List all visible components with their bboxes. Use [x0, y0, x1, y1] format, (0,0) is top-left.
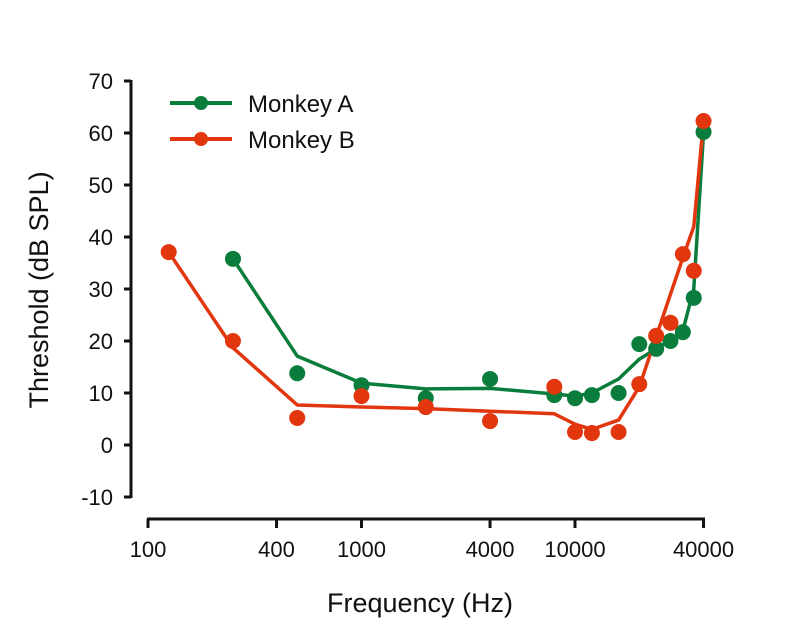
series-monkey-a — [231, 132, 706, 398]
data-point-monkey-b — [662, 314, 679, 331]
y-tick-label: 0 — [101, 433, 113, 458]
data-point-monkey-b — [695, 113, 712, 130]
points-monkey-a — [224, 123, 712, 407]
data-point-monkey-a — [662, 333, 679, 349]
y-tick-label: 50 — [89, 173, 113, 198]
data-point-monkey-a — [583, 387, 600, 404]
y-tick-label: -10 — [81, 485, 113, 510]
data-point-monkey-b — [631, 376, 648, 393]
data-point-monkey-b — [289, 409, 306, 426]
data-point-monkey-b — [160, 244, 177, 261]
legend-item-monkey-b: Monkey B — [170, 127, 355, 154]
legend-item-monkey-a: Monkey A — [170, 91, 353, 118]
data-point-monkey-b — [224, 333, 241, 349]
fit-line-monkey-a — [231, 132, 706, 398]
y-ticks: -10 0 10 20 30 40 50 60 70 — [81, 69, 131, 510]
data-point-monkey-a — [631, 336, 648, 353]
y-tick-label: 20 — [89, 329, 113, 354]
series-monkey-b — [167, 120, 706, 432]
x-tick-label: 1000 — [337, 537, 386, 562]
legend: Monkey A Monkey B — [170, 91, 355, 154]
legend-label-monkey-b: Monkey B — [248, 127, 355, 154]
data-point-monkey-a — [224, 250, 241, 267]
data-point-monkey-b — [610, 424, 627, 440]
points-monkey-b — [160, 113, 712, 442]
fit-line-monkey-b — [167, 120, 706, 432]
y-axis-title: Threshold (dB SPL) — [24, 171, 54, 408]
x-tick-label: 10000 — [544, 537, 605, 562]
x-ticks: 100 400 1000 4000 10000 40000 — [130, 519, 734, 562]
data-point-monkey-a — [289, 365, 306, 382]
data-point-monkey-b — [417, 399, 434, 416]
legend-label-monkey-a: Monkey A — [248, 91, 353, 118]
data-point-monkey-a — [685, 289, 702, 306]
legend-marker-monkey-a — [194, 96, 208, 110]
y-tick-label: 10 — [89, 381, 113, 406]
data-point-monkey-b — [648, 327, 665, 344]
y-tick-label: 30 — [89, 277, 113, 302]
data-point-monkey-b — [685, 262, 702, 279]
data-point-monkey-b — [583, 425, 600, 442]
data-point-monkey-a — [610, 385, 627, 401]
x-tick-label: 40000 — [673, 537, 734, 562]
data-point-monkey-a — [567, 390, 583, 407]
data-point-monkey-a — [648, 340, 665, 357]
y-tick-label: 70 — [89, 69, 113, 94]
data-point-monkey-b — [546, 378, 563, 395]
data-point-monkey-b — [674, 246, 691, 263]
axes — [129, 80, 705, 521]
series-layer — [160, 113, 712, 442]
data-point-monkey-b — [567, 424, 583, 440]
data-point-monkey-b — [482, 413, 499, 430]
data-point-monkey-b — [353, 388, 370, 405]
legend-marker-monkey-b — [194, 132, 208, 146]
x-tick-label: 100 — [130, 537, 167, 562]
x-axis-title: Frequency (Hz) — [327, 588, 513, 618]
x-tick-label: 4000 — [466, 537, 515, 562]
y-tick-label: 60 — [89, 121, 113, 146]
data-point-monkey-a — [482, 370, 499, 387]
y-tick-label: 40 — [89, 225, 113, 250]
data-point-monkey-a — [674, 324, 691, 341]
x-tick-label: 400 — [258, 537, 295, 562]
